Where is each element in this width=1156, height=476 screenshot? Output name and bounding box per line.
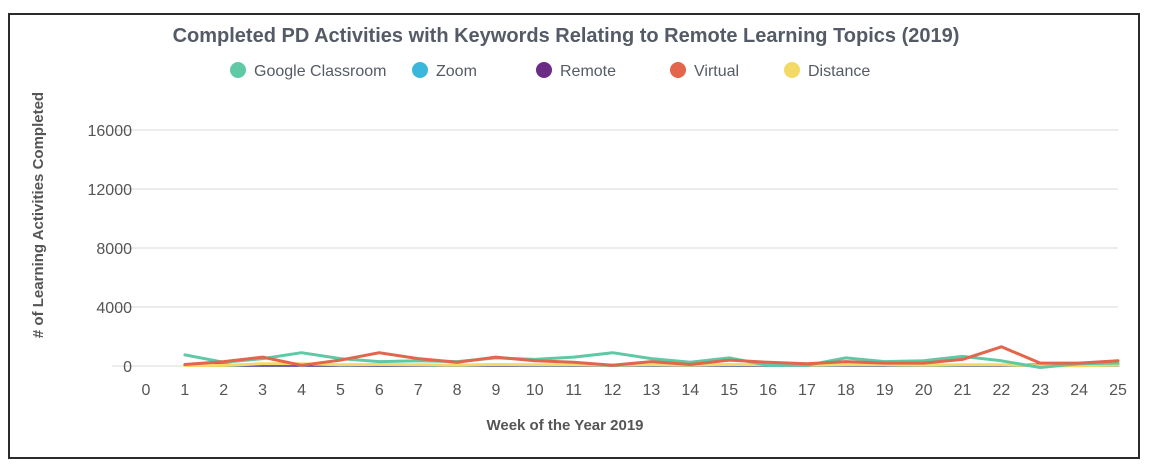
series-line-virtual	[183, 345, 1120, 367]
x-tick-label: 22	[992, 382, 1010, 399]
x-tick-label: 9	[491, 382, 500, 399]
x-tick-label: 24	[1070, 382, 1088, 399]
x-tick-label: 8	[453, 382, 462, 399]
chart-title: Completed PD Activities with Keywords Re…	[173, 25, 960, 47]
y-tick-label: 12000	[88, 182, 133, 199]
x-tick-label: 21	[954, 382, 972, 399]
x-tick-label: 1	[180, 382, 189, 399]
y-axis-title: # of Learning Activities Completed	[30, 92, 47, 338]
legend: Google Classroom Zoom Remote Virtual Distanc…	[230, 62, 870, 80]
legend-label: Virtual	[694, 63, 739, 80]
x-tick-label: 25	[1109, 382, 1127, 399]
x-tick-label: 23	[1031, 382, 1049, 399]
y-tick-label: 0	[123, 359, 132, 376]
chart-frame	[8, 13, 1140, 459]
x-tick-label: 17	[798, 382, 816, 399]
x-tick-label: 5	[336, 382, 345, 399]
legend-label: Distance	[808, 63, 870, 80]
legend-marker	[230, 62, 246, 78]
x-tick-label: 2	[219, 382, 228, 399]
x-axis-title: Week of the Year 2019	[486, 417, 643, 434]
y-tick-label: 4000	[96, 300, 132, 317]
x-tick-label: 11	[565, 382, 582, 399]
x-tick-label: 10	[526, 382, 544, 399]
legend-marker	[536, 62, 552, 78]
legend-marker	[784, 62, 800, 78]
legend-item-virtual: Virtual	[670, 62, 739, 80]
x-tick-label: 20	[915, 382, 933, 399]
legend-item-remote: Remote	[536, 62, 616, 80]
x-tick-label: 7	[414, 382, 423, 399]
x-tick-label: 16	[759, 382, 777, 399]
gridlines	[112, 129, 1118, 367]
legend-label: Remote	[560, 63, 616, 80]
x-tick-label: 13	[643, 382, 661, 399]
x-tick-label: 0	[142, 382, 151, 399]
y-axis-ticks: 0 4000 8000 12000 16000	[88, 123, 133, 376]
legend-marker	[412, 62, 428, 78]
x-tick-label: 4	[297, 382, 306, 399]
legend-label: Zoom	[436, 63, 477, 80]
legend-item-distance: Distance	[784, 62, 870, 80]
y-tick-label: 8000	[96, 241, 132, 258]
y-tick-label: 16000	[88, 123, 133, 140]
legend-item-zoom: Zoom	[412, 62, 477, 80]
x-tick-label: 15	[720, 382, 738, 399]
series-line-distance	[183, 362, 1120, 368]
x-tick-label: 18	[837, 382, 855, 399]
x-tick-label: 3	[258, 382, 267, 399]
series-lines	[183, 345, 1120, 369]
legend-label: Google Classroom	[254, 63, 387, 80]
legend-item-google-classroom: Google Classroom	[230, 62, 387, 80]
x-tick-label: 6	[375, 382, 384, 399]
x-tick-label: 12	[604, 382, 622, 399]
x-tick-label: 14	[681, 382, 699, 399]
x-axis-ticks: 0 1 2 3 4 5 6 7 8 9 10 11 12 13 14 15 16 17 18 19 20 21 22 23 24…	[142, 382, 1127, 399]
x-tick-label: 19	[876, 382, 894, 399]
legend-marker	[670, 62, 686, 78]
